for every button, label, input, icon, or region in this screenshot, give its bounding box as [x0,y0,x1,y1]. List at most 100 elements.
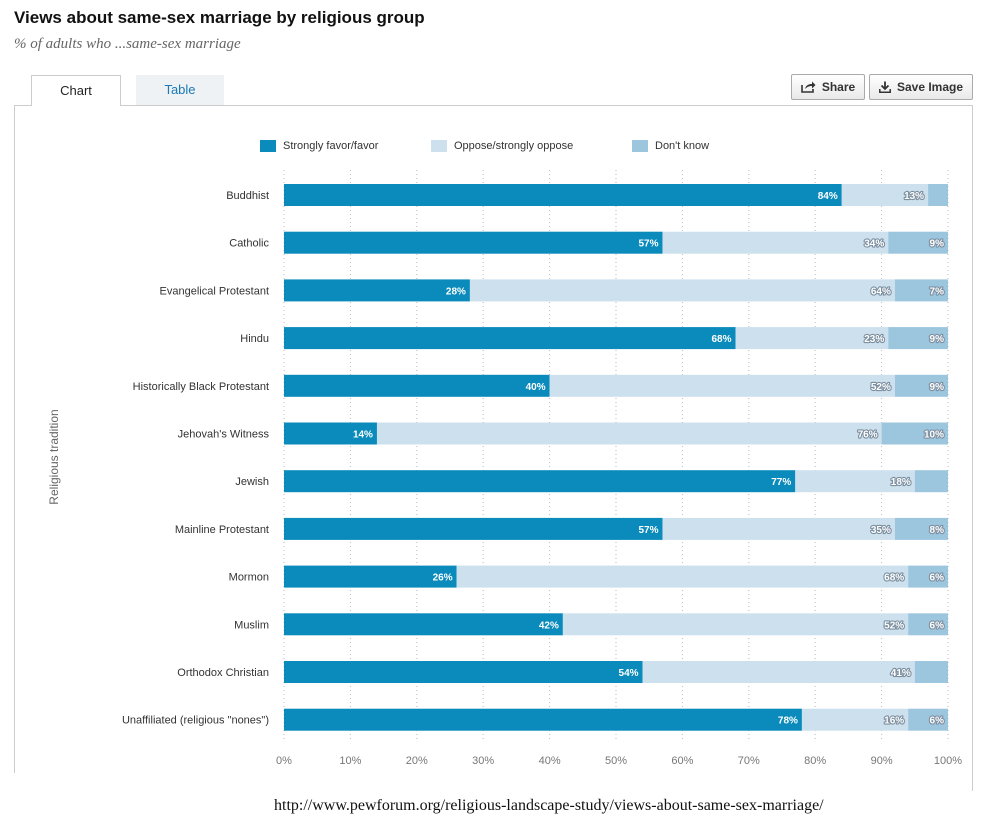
category-label: Jewish [235,476,269,488]
data-label: 6% [930,716,945,727]
x-tick-label: 60% [671,755,693,767]
bar-segment [894,279,948,302]
bar-segment [284,327,736,350]
data-label: 52% [871,382,891,393]
bar-segment [469,279,895,302]
chart-title: Views about same-sex marriage by religio… [14,8,425,27]
x-tick-label: 80% [804,755,826,767]
data-label: 9% [930,334,945,345]
category-label: Hindu [240,333,269,345]
data-label: 54% [619,668,639,679]
data-label: 28% [446,286,466,297]
bar-segment [928,184,948,206]
bar-segment [284,613,563,636]
legend-swatch-dont-know [632,140,648,152]
legend-item-favor: Strongly favor/favor [260,139,378,153]
download-icon [879,81,891,93]
bar-segment [881,422,948,445]
category-label: Mainline Protestant [175,524,269,536]
data-label: 34% [864,239,884,250]
data-label: 9% [930,239,945,250]
category-label: Historically Black Protestant [133,381,269,393]
bar-segment [841,184,929,206]
bar-segment [908,565,948,588]
bar-segment [284,565,457,588]
share-button[interactable]: Share [791,74,865,100]
category-label: Muslim [234,619,269,631]
bar-segment [284,661,643,683]
tab-chart[interactable]: Chart [31,75,121,106]
data-label: 9% [930,382,945,393]
chart-panel-edge [14,105,15,773]
data-label: 77% [771,477,791,488]
category-label: Evangelical Protestant [160,285,269,297]
legend-label-dont-know: Don't know [655,140,710,152]
x-tick-label: 10% [339,755,361,767]
bar-segment [914,470,948,493]
bar-segment [284,231,663,254]
data-label: 40% [526,382,546,393]
legend-label-favor: Strongly favor/favor [283,140,379,152]
data-label: 41% [891,668,911,679]
bar-segment [284,279,470,302]
bar-segment [284,374,550,397]
bar-segment [795,470,915,493]
legend-label-oppose: Oppose/strongly oppose [454,140,574,152]
legend-swatch-favor [260,140,276,152]
category-label: Mormon [229,572,269,584]
share-icon [801,81,816,93]
x-tick-label: 50% [605,755,627,767]
data-label: 57% [638,239,658,250]
data-label: 42% [539,620,559,631]
category-label: Unaffiliated (religious "nones") [122,715,269,727]
bar-segment [801,708,909,731]
category-label: Buddhist [226,190,269,202]
data-label: 6% [930,573,945,584]
bar-segment [894,374,948,397]
tab-table[interactable]: Table [136,75,224,105]
data-label: 18% [891,477,911,488]
bar-segment [284,422,377,445]
data-label: 26% [433,573,453,584]
category-label: Jehovah's Witness [178,429,270,441]
data-label: 52% [884,620,904,631]
save-image-button-label: Save Image [896,80,964,94]
share-button-label: Share [821,80,856,94]
category-label: Catholic [229,238,269,250]
bar-segment [662,517,895,540]
x-tick-label: 20% [406,755,428,767]
data-label: 84% [818,191,838,202]
data-label: 78% [778,716,798,727]
bar-segment [284,184,842,206]
bar-segment [914,661,948,683]
bar-segment [908,613,948,636]
bar-segment [662,231,889,254]
data-label: 35% [871,525,891,536]
legend-swatch-oppose [431,140,447,152]
bar-segment [549,374,895,397]
x-tick-label: 30% [472,755,494,767]
bar-segment [284,517,663,540]
data-label: 68% [712,334,732,345]
bar-segment [562,613,909,636]
data-label: 23% [864,334,884,345]
x-tick-label: 70% [738,755,760,767]
bar-segment [888,327,948,350]
data-label: 10% [924,430,944,441]
x-tick-label: 0% [276,755,292,767]
data-label: 14% [353,430,373,441]
x-tick-label: 40% [539,755,561,767]
bar-segment [888,231,948,254]
data-label: 7% [930,286,945,297]
bar-segment [908,708,948,731]
bar-segment [894,517,948,540]
source-url[interactable]: http://www.pewforum.org/religious-landsc… [274,797,824,814]
save-image-button[interactable]: Save Image [869,74,973,100]
y-axis-title: Religious tradition [47,409,61,504]
data-label: 8% [930,525,945,536]
bar-segment [284,470,796,493]
category-label: Orthodox Christian [177,667,269,679]
bar-segment [642,661,915,683]
data-label: 68% [884,573,904,584]
